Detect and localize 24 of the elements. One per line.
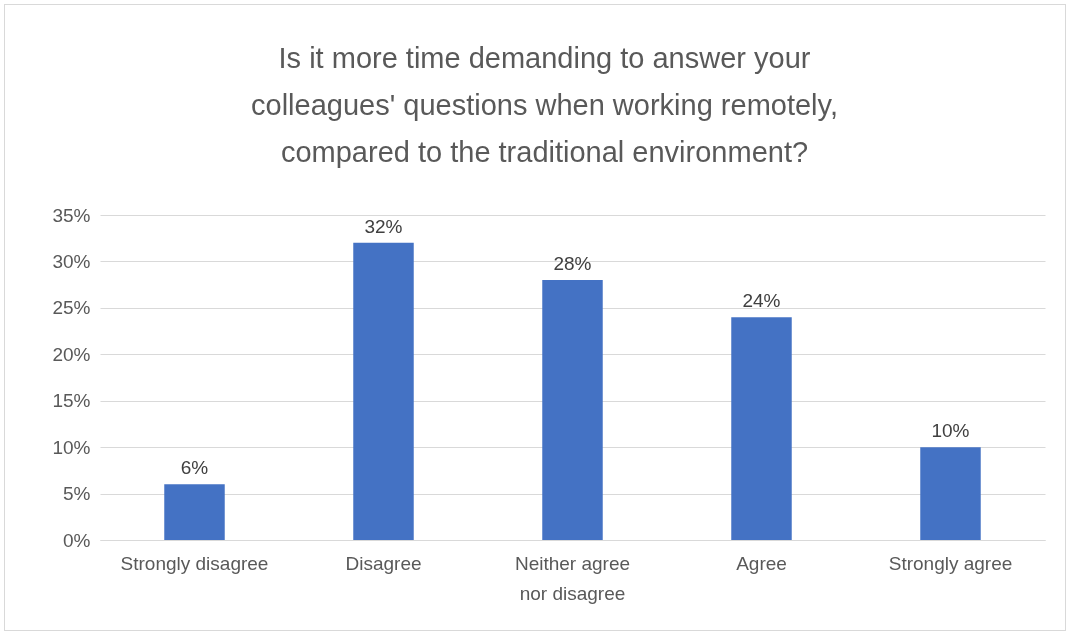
y-tick-label: 5% bbox=[63, 483, 91, 505]
chart-title: Is it more time demanding to answer your colleagues' questions when working remotely, compared to the traditional environment? bbox=[251, 42, 838, 168]
data-label: 6% bbox=[180, 457, 209, 479]
bar bbox=[164, 484, 225, 540]
x-tick-label: Strongly agree bbox=[888, 552, 1013, 574]
y-tick-label: 20% bbox=[52, 343, 91, 365]
x-tick-label: Agree bbox=[736, 552, 787, 574]
data-label: 10% bbox=[931, 420, 970, 442]
y-tick-label: 15% bbox=[52, 390, 91, 412]
bar bbox=[920, 447, 981, 540]
bar bbox=[353, 242, 414, 540]
y-tick-label: 25% bbox=[52, 297, 91, 319]
y-tick-label: 35% bbox=[52, 204, 91, 226]
data-label: 28% bbox=[553, 253, 592, 274]
x-tick-label: Disagree bbox=[345, 552, 422, 574]
bar bbox=[731, 317, 792, 540]
data-label: 24% bbox=[742, 290, 781, 312]
data-label: 32% bbox=[364, 215, 403, 237]
y-tick-label: 0% bbox=[63, 529, 91, 551]
y-tick-label: 30% bbox=[52, 250, 91, 272]
x-tick-label: Strongly disagree bbox=[120, 552, 269, 574]
y-tick-label: 10% bbox=[52, 436, 91, 458]
bar bbox=[542, 280, 603, 540]
x-tick-label: Neither agree nor disagree bbox=[514, 552, 631, 604]
